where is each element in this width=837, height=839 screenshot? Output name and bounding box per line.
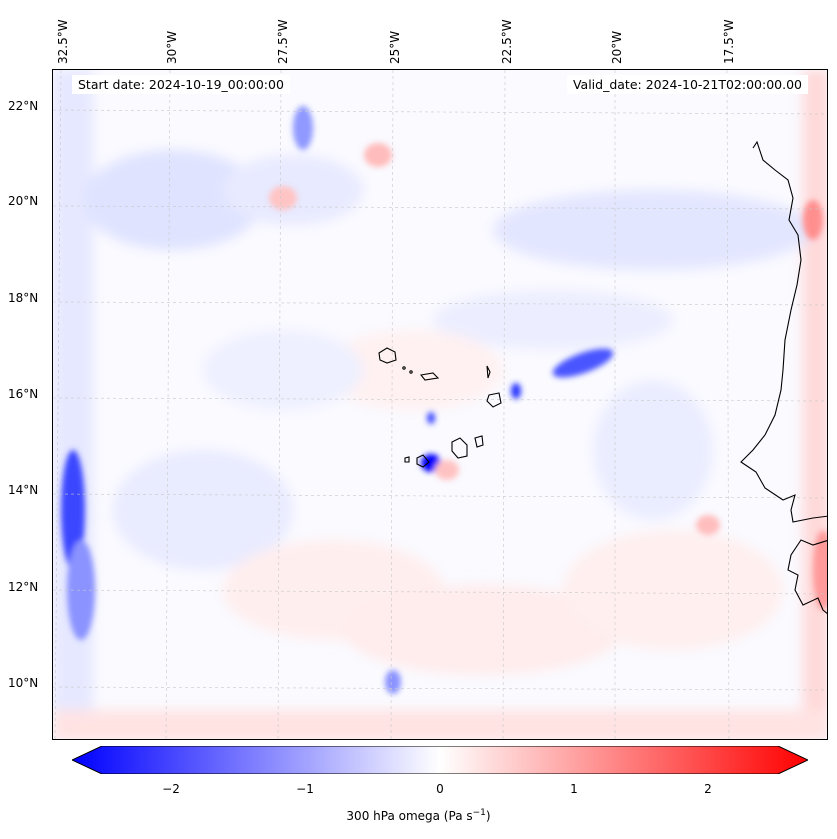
graticule (53, 70, 827, 739)
colorbar (72, 746, 808, 774)
colorbar-tick-0: 0 (436, 782, 444, 796)
omega-field-svg (53, 70, 827, 739)
lat-label-18n: 18°N (8, 291, 39, 305)
lat-label-16n: 16°N (8, 387, 39, 401)
colorbar-tick-2: 2 (704, 782, 712, 796)
lon-label-22-5w: 22.5°W (500, 19, 514, 64)
lat-label-12n: 12°N (8, 580, 39, 594)
colorbar-title: 300 hPa omega (Pa s−1) (346, 808, 491, 823)
lon-label-20w: 20°W (610, 30, 624, 64)
omega-field-map (52, 69, 828, 740)
valid-date-label: Valid_date: 2024-10-21T02:00:00.00 (566, 75, 808, 94)
lon-label-25w: 25°W (388, 30, 402, 64)
lon-label-27-5w: 27.5°W (276, 19, 290, 64)
lat-label-14n: 14°N (8, 483, 39, 497)
lat-label-20n: 20°N (8, 194, 39, 208)
lon-label-30w: 30°W (165, 30, 179, 64)
colorbar-tick-1: 1 (570, 782, 578, 796)
colorbar-tick--1: −1 (296, 782, 314, 796)
colorbar-tick--2: −2 (162, 782, 180, 796)
lon-label-32-5w: 32.5°W (56, 19, 70, 64)
lat-label-10n: 10°N (8, 676, 39, 690)
start-date-label: Start date: 2024-10-19_00:00:00 (72, 75, 290, 94)
lat-label-22n: 22°N (8, 99, 39, 113)
cape-verde-islands (378, 347, 502, 468)
africa-coastline (740, 140, 827, 615)
lon-label-17-5w: 17.5°W (722, 19, 736, 64)
